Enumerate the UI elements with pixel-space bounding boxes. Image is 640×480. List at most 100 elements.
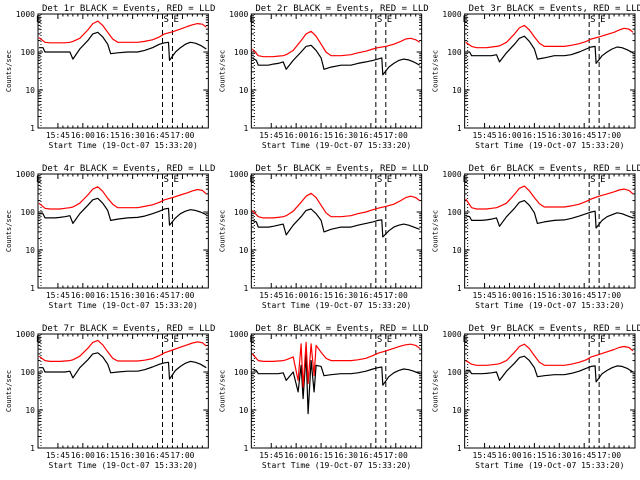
- x-tick-label: 16:15: [96, 451, 120, 460]
- y-tick-label: 1: [244, 124, 249, 133]
- y-tick-label: 10: [25, 246, 35, 255]
- x-tick-label: 16:00: [497, 291, 521, 300]
- series-lld: [38, 186, 207, 210]
- x-tick-label: 17:00: [597, 131, 621, 140]
- y-tick-label: 1000: [442, 170, 461, 179]
- y-tick-label: 1000: [16, 170, 35, 179]
- plot-frame: [37, 173, 209, 289]
- chart-panel-3r: Det 3r BLACK = Events, RED = LLD 1 10 100 10…: [432, 4, 640, 150]
- y-tick-label: 10: [239, 406, 249, 415]
- x-tick-label: 16:00: [71, 131, 95, 140]
- y-tick-label: 100: [447, 208, 462, 217]
- chart-panel-7r: Det 7r BLACK = Events, RED = LLD 1 10 100 10…: [5, 324, 215, 470]
- chart-title: Det 6r BLACK = Events, RED = LLD: [469, 164, 640, 174]
- time-marker-label: E: [463, 335, 468, 345]
- time-marker-label: E: [173, 335, 178, 345]
- y-tick-label: 100: [234, 208, 249, 217]
- x-tick-label: 16:30: [121, 131, 145, 140]
- chart-panel-9r: Det 9r BLACK = Events, RED = LLD 1 10 100 10…: [432, 324, 640, 470]
- x-tick-label: 16:45: [145, 451, 169, 460]
- x-tick-label: 15:45: [259, 451, 283, 460]
- series-events: [39, 197, 207, 226]
- y-tick-label: 100: [21, 368, 36, 377]
- x-tick-label: 16:15: [309, 131, 333, 140]
- time-marker-label: S: [164, 335, 169, 345]
- y-tick-label: 1: [457, 284, 462, 293]
- y-axis-label: Counts/sec: [5, 370, 13, 412]
- x-tick-label: 17:00: [597, 451, 621, 460]
- series-events: [465, 355, 634, 383]
- x-tick-label: 16:00: [497, 451, 521, 460]
- y-tick-label: 1000: [16, 10, 35, 19]
- y-tick-label: 10: [239, 246, 249, 255]
- y-tick-label: 100: [21, 208, 36, 217]
- x-tick-label: 16:45: [572, 131, 596, 140]
- y-axis-label: Counts/sec: [218, 370, 226, 412]
- y-tick-label: 1: [30, 444, 35, 453]
- x-tick-label: 17:00: [170, 451, 194, 460]
- x-tick-label: 16:15: [309, 291, 333, 300]
- x-tick-label: 15:45: [46, 291, 70, 300]
- y-tick-label: 10: [239, 86, 249, 95]
- chart-panel-8r: Det 8r BLACK = Events, RED = LLD 1 10 100 10…: [218, 324, 428, 470]
- series-events: [252, 208, 420, 238]
- plot-frame: [250, 173, 423, 289]
- plot-frame: [464, 13, 636, 129]
- x-tick-label: 17:00: [384, 451, 408, 460]
- time-marker-label: E: [463, 175, 468, 185]
- y-tick-label: 1: [457, 444, 462, 453]
- x-tick-label: 17:00: [597, 291, 621, 300]
- x-tick-label: 15:45: [46, 451, 70, 460]
- x-tick-label: 16:30: [547, 451, 571, 460]
- x-tick-label: 16:30: [334, 131, 358, 140]
- y-tick-label: 10: [452, 246, 462, 255]
- time-marker-label: E: [249, 175, 254, 185]
- x-tick-label: 15:45: [259, 131, 283, 140]
- x-tick-label: 17:00: [384, 131, 408, 140]
- y-tick-label: 1000: [442, 10, 461, 19]
- x-tick-label: 16:15: [96, 291, 120, 300]
- y-tick-label: 100: [234, 48, 249, 57]
- x-axis-label: Start Time (19-Oct-07 15:33:20): [475, 141, 624, 150]
- x-tick-label: 16:45: [359, 131, 383, 140]
- time-marker-label: S: [377, 15, 382, 25]
- series-events: [252, 353, 420, 415]
- x-tick-label: 15:45: [473, 131, 497, 140]
- y-axis-label: Counts/sec: [432, 370, 440, 412]
- series-lld: [38, 339, 207, 362]
- x-tick-label: 16:15: [522, 451, 546, 460]
- x-tick-label: 16:30: [121, 451, 145, 460]
- series-lld: [465, 24, 634, 49]
- plot-frame: [37, 13, 209, 129]
- time-marker-label: S: [590, 335, 595, 345]
- time-marker-label: E: [36, 175, 41, 185]
- plot-frame: [250, 333, 423, 449]
- x-tick-label: 16:30: [334, 451, 358, 460]
- chart-title: Det 4r BLACK = Events, RED = LLD: [42, 164, 215, 174]
- time-marker-label: E: [463, 15, 468, 25]
- time-marker-label: E: [249, 335, 254, 345]
- series-lld: [251, 192, 421, 219]
- x-tick-label: 16:00: [497, 131, 521, 140]
- series-lld: [38, 20, 207, 44]
- chart-panel-2r: Det 2r BLACK = Events, RED = LLD 1 10 100 10…: [218, 4, 428, 150]
- time-marker-label: E: [600, 15, 605, 25]
- x-tick-label: 16:45: [572, 451, 596, 460]
- time-marker-label: E: [387, 335, 392, 345]
- x-tick-label: 17:00: [170, 291, 194, 300]
- series-events: [39, 352, 207, 380]
- y-tick-label: 1000: [229, 330, 248, 339]
- y-tick-label: 10: [452, 86, 462, 95]
- y-tick-label: 1000: [229, 170, 248, 179]
- y-tick-label: 1: [30, 284, 35, 293]
- chart-title: Det 9r BLACK = Events, RED = LLD: [469, 324, 640, 334]
- y-tick-label: 1: [244, 284, 249, 293]
- time-marker-label: E: [173, 15, 178, 25]
- time-marker-label: S: [164, 15, 169, 25]
- x-axis-label: Start Time (19-Oct-07 15:33:20): [475, 461, 624, 470]
- time-marker-label: E: [600, 335, 605, 345]
- x-tick-label: 16:45: [145, 131, 169, 140]
- time-marker-label: E: [387, 175, 392, 185]
- series-lld: [465, 185, 634, 210]
- y-tick-label: 100: [21, 48, 36, 57]
